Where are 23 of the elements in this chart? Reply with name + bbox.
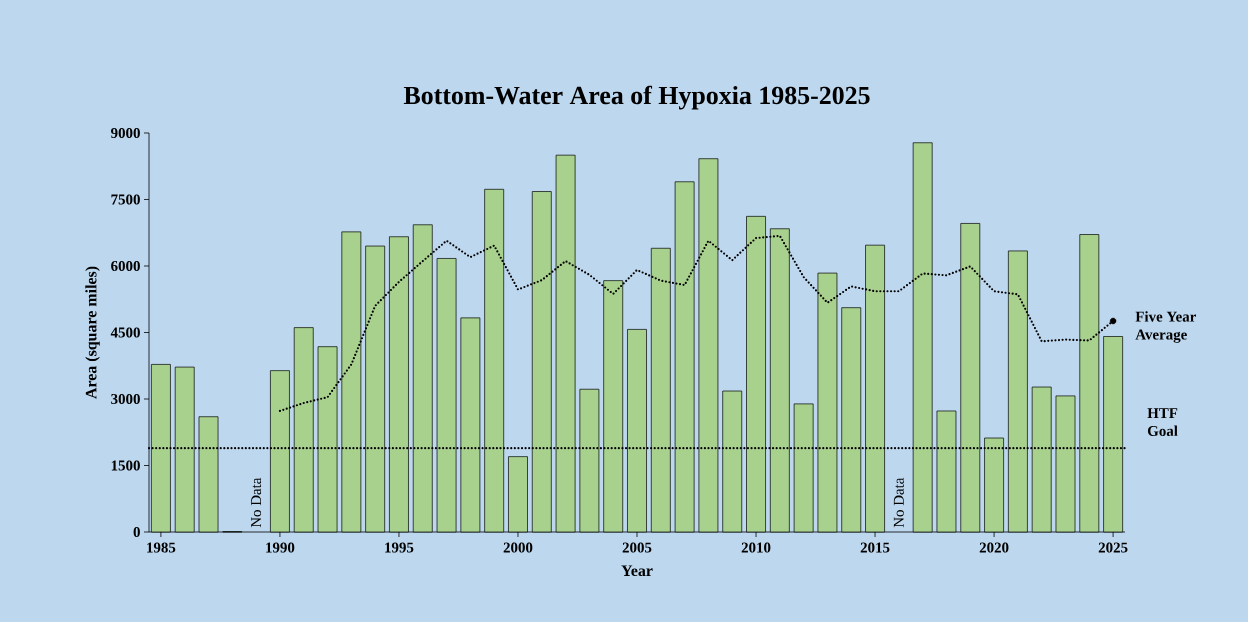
x-tick-label: 2010 [741, 542, 771, 553]
y-tick-label: 4500 [110, 327, 140, 338]
series-label: Five Year Average [1135, 311, 1196, 343]
chart-title: Bottom-Water Area of Hypoxia 1985-2025 [403, 85, 870, 110]
x-axis-title: Year [621, 565, 653, 577]
annotation: No Data [893, 477, 904, 528]
y-tick-label: 9000 [111, 127, 140, 139]
x-tick-label: 1995 [385, 542, 414, 553]
x-tick-label: 1990 [266, 542, 295, 553]
x-tick-label: 2005 [622, 542, 652, 553]
y-tick-label: 0 [133, 526, 140, 538]
y-axis-title: Area (square miles) [85, 266, 100, 399]
annotation: No Data [251, 477, 262, 528]
x-tick-label: 2000 [503, 542, 533, 553]
y-tick-label: 1500 [111, 460, 140, 471]
y-tick-label: 7500 [111, 194, 140, 205]
x-tick-label: 2020 [979, 542, 1009, 553]
ref-line-label: HTF Goal [1147, 408, 1178, 436]
x-tick-label: 2015 [860, 542, 890, 553]
y-tick-label: 6000 [111, 260, 140, 272]
y-tick-label: 3000 [111, 393, 140, 405]
x-tick-label: 2025 [1098, 542, 1128, 553]
x-tick-label: 1985 [147, 542, 176, 553]
